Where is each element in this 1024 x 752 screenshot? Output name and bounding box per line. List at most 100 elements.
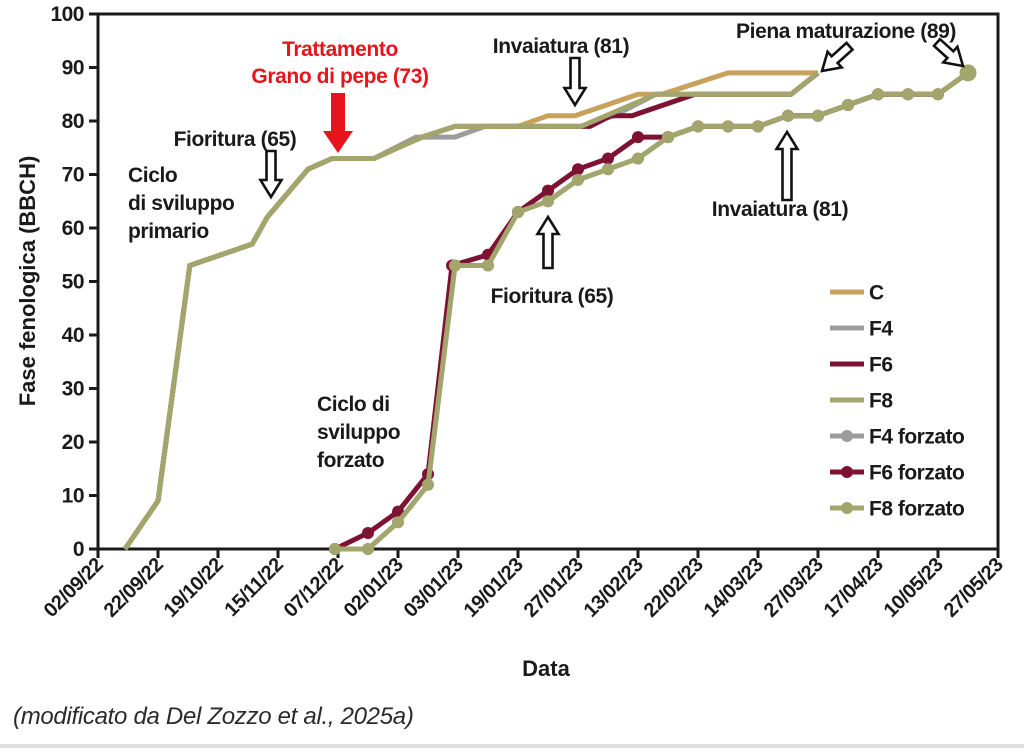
series-marker-F8-forzato xyxy=(752,120,764,133)
legend-entry-F8: F8 xyxy=(830,390,894,413)
series-marker-F8-forzato xyxy=(572,173,584,186)
annotation-fioritura-bottom: Fioritura (65) xyxy=(490,285,614,308)
series-marker-F8-forzato xyxy=(449,259,461,272)
series-marker-F6-forzato xyxy=(542,184,554,197)
legend-entry-F6-forzato: F6 forzato xyxy=(830,462,965,485)
x-tick-label: 13/02/23 xyxy=(580,554,648,622)
series-marker-F8-forzato xyxy=(902,88,914,101)
invaiatura-top-arrow xyxy=(562,56,588,108)
x-tick-label: 03/01/23 xyxy=(400,554,468,622)
x-tick-label: 14/03/23 xyxy=(700,554,768,622)
y-tick-label: 80 xyxy=(62,110,84,133)
legend-entry-F6: F6 xyxy=(830,354,893,377)
series-group xyxy=(122,64,977,555)
series-marker-F8-forzato xyxy=(542,195,554,208)
series-marker-F8-forzato xyxy=(872,88,884,101)
series-marker-F6-forzato xyxy=(362,527,374,539)
trattamento-arrow xyxy=(323,93,353,153)
y-tick-label: 40 xyxy=(62,324,84,347)
series-marker-F8-forzato xyxy=(602,163,614,176)
y-tick-label: 50 xyxy=(62,271,84,294)
series-marker-F8-forzato xyxy=(782,109,794,122)
x-axis-title: Data xyxy=(522,656,570,681)
series-marker-F8-forzato xyxy=(722,120,734,133)
bottom-divider xyxy=(0,744,1024,748)
annotation-fioritura-top: Fioritura (65) xyxy=(173,128,297,151)
arrows xyxy=(258,37,965,270)
figure-caption: (modificato da Del Zozzo et al., 2025a) xyxy=(13,703,414,730)
series-line-F8-forzato xyxy=(335,70,970,552)
x-tick-label: 02/09/22 xyxy=(40,554,108,622)
x-tick-label: 15/11/22 xyxy=(221,554,288,621)
series-marker-F8-forzato xyxy=(512,206,524,218)
legend-swatch-marker xyxy=(841,430,853,442)
x-tick-label: 02/01/23 xyxy=(340,554,408,622)
y-tick-label: 20 xyxy=(62,431,84,454)
series-marker-F8-forzato xyxy=(959,64,977,82)
x-tick-label: 27/05/23 xyxy=(940,554,1008,622)
series-line-F8 xyxy=(122,70,820,551)
annotation-piena-maturazione: Piena maturazione (89) xyxy=(736,20,956,43)
annotation-trattamento-line1: Trattamento xyxy=(282,38,398,61)
annotation-trattamento: Trattamento Grano di pepe (73) xyxy=(230,36,450,90)
annotation-ciclo-primario-line2: di sviluppo xyxy=(128,192,235,215)
series-marker-F8-forzato xyxy=(362,543,374,555)
series-marker-F8-forzato xyxy=(422,478,434,491)
legend: C F4 F6 F8 F4 forzato F6 forzato F8 forzato xyxy=(830,282,965,521)
annotation-ciclo-primario: Ciclo di sviluppo primario xyxy=(128,162,235,246)
legend-entry-F4: F4 xyxy=(830,318,894,341)
series-marker-F8-forzato xyxy=(482,259,494,272)
y-tick-label: 70 xyxy=(62,164,84,187)
legend-entry-F4-forzato: F4 forzato xyxy=(830,426,965,449)
series-marker-F8-forzato xyxy=(812,109,824,122)
legend-label: F8 xyxy=(869,390,893,413)
series-marker-F6-forzato xyxy=(632,131,644,144)
x-tick-label: 27/03/23 xyxy=(760,554,828,622)
legend-entry-C: C xyxy=(830,282,885,305)
series-marker-F8-forzato xyxy=(329,543,341,555)
x-tick-label: 19/01/23 xyxy=(460,554,528,622)
y-axis: 0 10 20 30 40 50 60 70 80 90 100 xyxy=(50,3,98,561)
invaiatura-right-arrow xyxy=(774,129,800,202)
y-tick-label: 0 xyxy=(73,538,84,561)
series-marker-F8-forzato xyxy=(692,120,704,133)
piena-maturazione-left-arrow xyxy=(820,41,855,73)
x-tick-label: 19/10/22 xyxy=(160,554,228,622)
annotation-ciclo-forzato-line3: forzato xyxy=(317,449,385,472)
legend-label: C xyxy=(869,282,884,305)
legend-swatch-marker xyxy=(841,466,853,478)
legend-label: F4 forzato xyxy=(869,426,964,449)
series-marker-F6-forzato xyxy=(572,163,584,176)
piena-maturazione-right-arrow xyxy=(932,37,965,68)
x-tick-label: 27/01/23 xyxy=(520,554,588,622)
y-tick-label: 100 xyxy=(50,3,84,26)
legend-swatch-marker xyxy=(841,502,853,514)
x-tick-label: 10/05/23 xyxy=(880,554,948,622)
legend-label: F6 forzato xyxy=(869,462,964,485)
series-marker-F8-forzato xyxy=(932,88,944,101)
legend-entry-F8-forzato: F8 forzato xyxy=(830,498,965,521)
y-tick-label: 60 xyxy=(62,217,84,240)
legend-label: F8 forzato xyxy=(869,498,964,521)
y-tick-label: 10 xyxy=(62,485,84,508)
annotation-ciclo-forzato-line1: Ciclo di xyxy=(317,393,390,416)
x-tick-label: 22/09/22 xyxy=(100,554,168,622)
annotation-ciclo-forzato-line2: sviluppo xyxy=(317,421,401,444)
series-marker-F6-forzato xyxy=(602,152,614,165)
plot-frame xyxy=(96,12,1000,551)
fioritura-bottom-arrow xyxy=(535,214,561,270)
series-marker-F8-forzato xyxy=(632,152,644,165)
x-tick-label: 17/04/23 xyxy=(820,554,888,622)
x-tick-label: 07/12/22 xyxy=(280,554,348,622)
legend-label: F4 xyxy=(869,318,893,341)
y-axis-title: Fase fenologica (BBCH) xyxy=(15,155,40,407)
annotation-ciclo-primario-line3: primario xyxy=(128,220,209,243)
y-tick-label: 30 xyxy=(62,378,84,401)
series-marker-F8-forzato xyxy=(842,99,854,111)
legend-label: F6 xyxy=(869,354,893,377)
annotation-ciclo-primario-line1: Ciclo xyxy=(128,164,178,187)
annotation-ciclo-forzato: Ciclo di sviluppo forzato xyxy=(317,391,401,475)
series-marker-F8-forzato xyxy=(392,516,404,529)
